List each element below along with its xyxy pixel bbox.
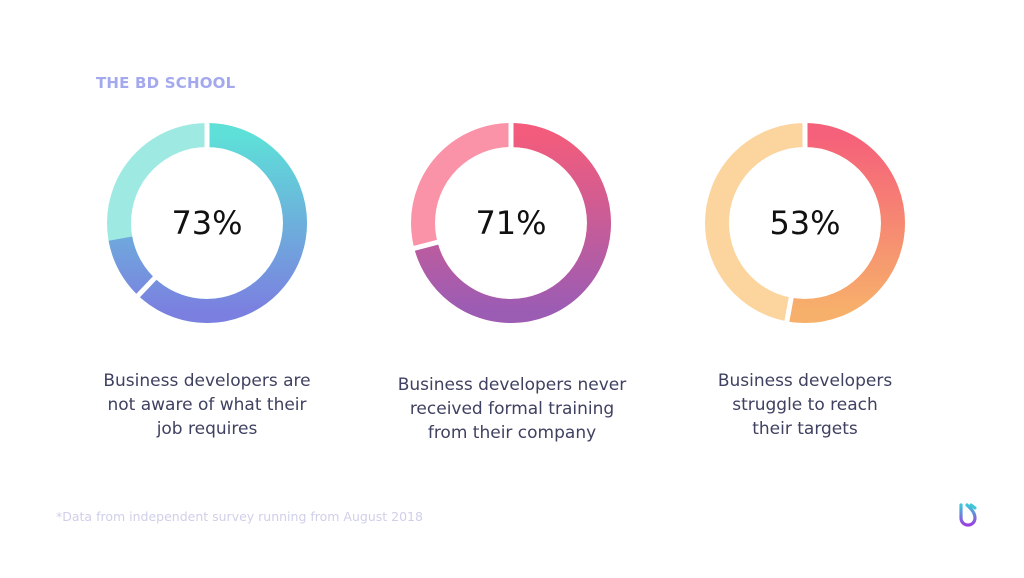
app-logo-icon	[956, 502, 980, 530]
percentage-value: 73%	[171, 204, 243, 242]
donut-ring-3	[705, 123, 905, 323]
caption-line: job requires	[156, 419, 258, 439]
donut-chart-2: 71%	[411, 123, 611, 323]
caption-line: their targets	[752, 419, 858, 439]
caption-2: Business developers never received forma…	[382, 373, 642, 445]
footnote: *Data from independent survey running fr…	[56, 509, 423, 524]
donut-chart-3: 53%	[705, 123, 905, 323]
brand-title: THE BD SCHOOL	[96, 74, 236, 92]
caption-line: Business developers	[717, 371, 893, 391]
donut-ring-1	[107, 123, 307, 323]
caption-line: received formal training	[409, 399, 615, 419]
caption-1: Business developers are not aware of wha…	[77, 369, 337, 441]
percentage-value: 71%	[475, 204, 547, 242]
percentage-value: 53%	[769, 204, 841, 242]
caption-line: from their company	[427, 423, 597, 443]
caption-line: Business developers are	[103, 371, 311, 391]
donut-chart-1: 73%	[107, 123, 307, 323]
caption-3: Business developers struggle to reach th…	[675, 369, 935, 441]
caption-line: not aware of what their	[107, 395, 307, 415]
donut-ring-2	[411, 123, 611, 323]
caption-line: struggle to reach	[732, 395, 878, 415]
caption-line: Business developers never	[397, 375, 627, 395]
